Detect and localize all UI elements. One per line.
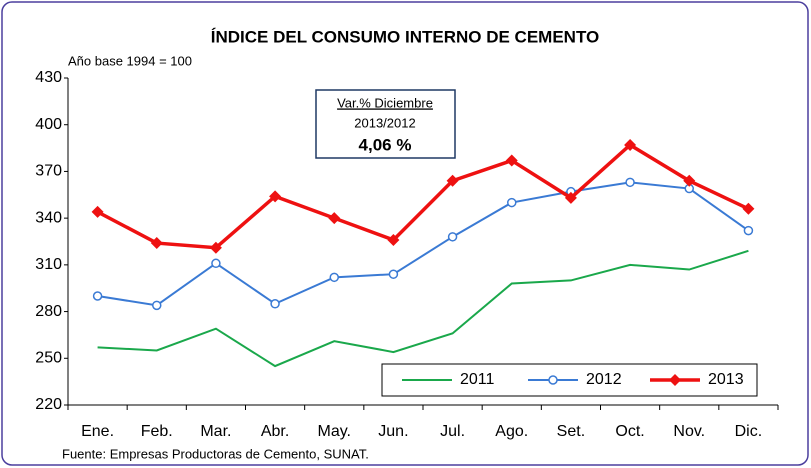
point bbox=[742, 202, 755, 215]
point bbox=[270, 299, 280, 309]
y-tick-label: 220 bbox=[35, 396, 62, 413]
point bbox=[91, 205, 104, 218]
point bbox=[150, 237, 163, 250]
point bbox=[329, 272, 339, 283]
series-line bbox=[96, 142, 750, 250]
y-tick-label: 250 bbox=[35, 350, 62, 367]
subtitle: Año base 1994 = 100 bbox=[68, 53, 192, 68]
y-tick-label: 400 bbox=[35, 116, 62, 133]
point bbox=[92, 291, 103, 301]
point bbox=[548, 375, 558, 385]
point bbox=[505, 154, 518, 167]
x-tick-label: Set. bbox=[557, 423, 585, 440]
point bbox=[743, 225, 754, 236]
point bbox=[669, 374, 681, 386]
y-tick-label: 430 bbox=[35, 69, 62, 86]
x-tick-label: Nov. bbox=[673, 423, 705, 440]
x-tick-label: Ene. bbox=[81, 423, 114, 440]
point bbox=[152, 300, 162, 311]
point bbox=[269, 190, 282, 203]
y-tick-label: 370 bbox=[35, 163, 62, 180]
point bbox=[211, 258, 221, 269]
x-tick-label: Jul. bbox=[440, 423, 465, 440]
point bbox=[564, 191, 577, 204]
series-line bbox=[97, 249, 749, 368]
x-tick-label: Abr. bbox=[261, 423, 289, 440]
point bbox=[387, 233, 400, 246]
annotation-value: 4,06 % bbox=[359, 135, 412, 154]
legend-label: 2011 bbox=[460, 371, 495, 388]
x-tick-label: Feb. bbox=[141, 423, 173, 440]
x-tick-label: Dic. bbox=[735, 423, 763, 440]
source: Fuente: Empresas Productoras de Cemento,… bbox=[62, 446, 369, 461]
x-tick-label: Jun. bbox=[378, 423, 408, 440]
point bbox=[446, 174, 459, 187]
series-line bbox=[97, 181, 749, 307]
y-tick-label: 340 bbox=[35, 209, 62, 226]
point bbox=[447, 232, 458, 242]
annotation-title: Var.% Diciembre bbox=[337, 95, 433, 110]
annotation-box bbox=[315, 89, 456, 159]
y-tick-label: 310 bbox=[35, 256, 62, 273]
y-tick-label: 280 bbox=[35, 303, 62, 320]
x-tick-label: Oct. bbox=[615, 423, 644, 440]
point bbox=[624, 138, 637, 151]
point bbox=[683, 174, 696, 187]
annotation-period: 2013/2012 bbox=[354, 115, 415, 130]
point bbox=[625, 177, 635, 188]
point bbox=[507, 197, 517, 208]
point bbox=[388, 269, 399, 279]
x-tick-label: Mar. bbox=[200, 423, 231, 440]
legend-label: 2013 bbox=[708, 371, 744, 388]
x-tick-label: May. bbox=[318, 423, 351, 440]
point bbox=[209, 241, 222, 254]
point bbox=[328, 212, 341, 225]
legend-label: 2012 bbox=[586, 371, 622, 388]
x-tick-label: Ago. bbox=[495, 423, 528, 440]
chart-title: ÍNDICE DEL CONSUMO INTERNO DE CEMENTO bbox=[211, 27, 600, 46]
